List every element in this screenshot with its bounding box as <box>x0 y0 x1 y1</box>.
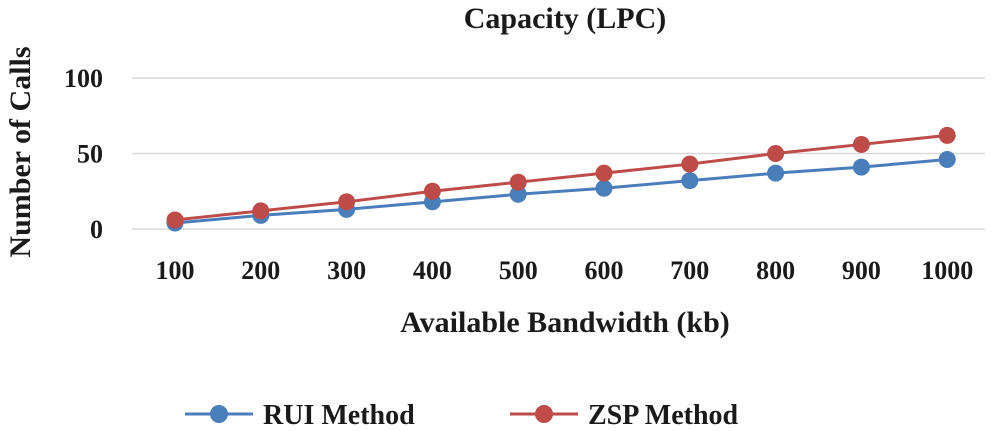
data-point <box>252 202 270 220</box>
data-point <box>681 172 699 190</box>
x-tick-label: 600 <box>585 256 624 285</box>
data-point <box>595 164 613 182</box>
x-tick-label: 500 <box>499 256 538 285</box>
x-tick-label: 100 <box>156 256 195 285</box>
y-tick-label: 0 <box>90 215 103 244</box>
x-tick-label: 700 <box>670 256 709 285</box>
chart-title: Capacity (LPC) <box>464 2 666 35</box>
data-point <box>595 179 613 197</box>
data-point <box>509 173 527 191</box>
legend-label: RUI Method <box>263 400 415 431</box>
series-line <box>174 133 948 222</box>
x-tick-label: 1000 <box>921 256 973 285</box>
legend: RUI Method ZSP Method <box>185 400 739 431</box>
x-tick-label: 200 <box>241 256 280 285</box>
gridlines <box>132 77 985 230</box>
series-line <box>174 158 948 225</box>
series-zsp-method <box>166 126 956 229</box>
data-point <box>166 211 184 229</box>
data-point <box>767 164 785 182</box>
data-point <box>423 182 441 200</box>
legend-label: ZSP Method <box>588 400 739 431</box>
data-point <box>938 126 956 144</box>
data-point <box>681 155 699 173</box>
x-tick-labels: 100 200 300 400 500 600 700 800 900 1000 <box>156 256 974 285</box>
legend-marker <box>210 405 228 423</box>
series-rui-method <box>166 151 956 232</box>
x-tick-label: 300 <box>327 256 366 285</box>
y-tick-label: 100 <box>64 64 103 93</box>
x-tick-label: 900 <box>842 256 881 285</box>
data-point <box>509 185 527 203</box>
x-axis-label: Available Bandwidth (kb) <box>400 306 730 339</box>
data-point <box>852 135 870 153</box>
data-point <box>338 193 356 211</box>
data-point <box>852 158 870 176</box>
x-tick-label: 800 <box>756 256 795 285</box>
data-point <box>767 145 785 162</box>
data-point <box>938 151 956 169</box>
y-tick-label: 50 <box>77 140 103 169</box>
y-axis-label: Number of Calls <box>4 46 37 257</box>
legend-marker <box>535 405 553 423</box>
series-group <box>166 126 956 232</box>
y-tick-labels: 0 50 100 <box>64 64 103 244</box>
legend-item: ZSP Method <box>510 400 739 431</box>
x-tick-label: 400 <box>413 256 452 285</box>
legend-item: RUI Method <box>185 400 415 431</box>
